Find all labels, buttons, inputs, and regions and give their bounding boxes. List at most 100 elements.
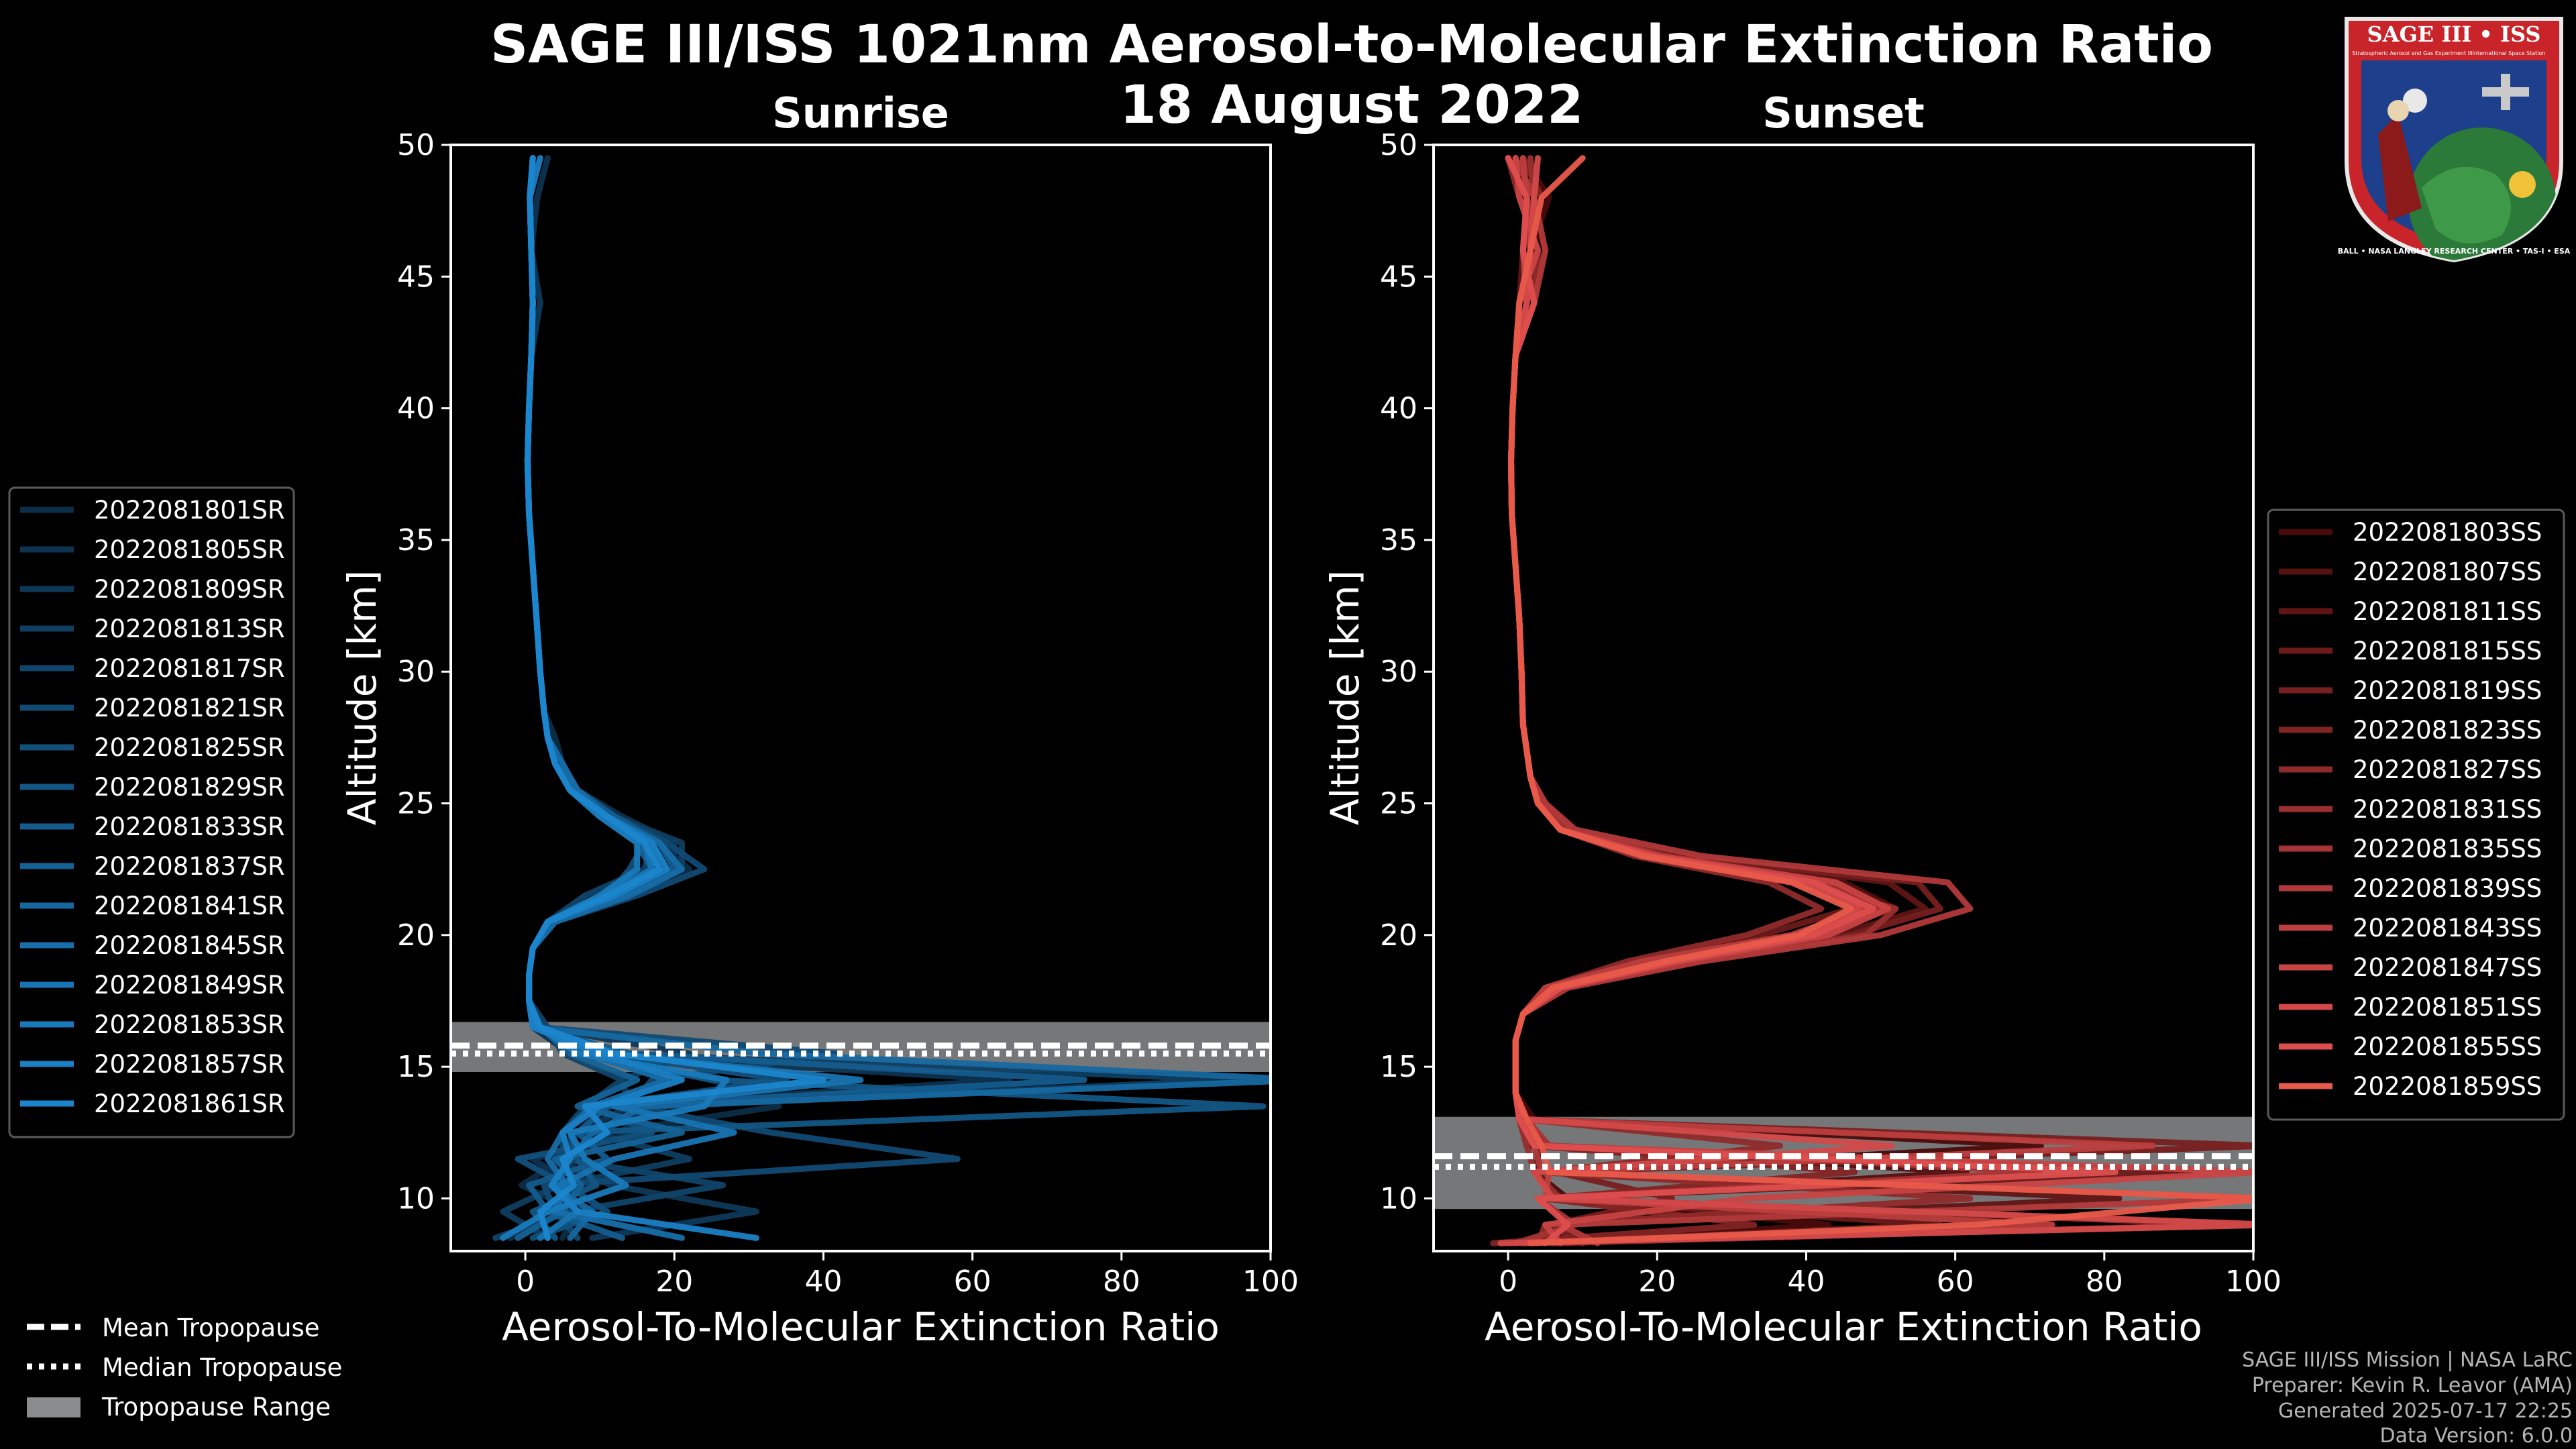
legend-label-2022081825SR: 2022081825SR (94, 733, 285, 762)
sunset-x-ticks: 0 20 40 60 80 100 (1499, 1251, 2282, 1299)
y-tick-label: 45 (397, 260, 435, 294)
legend-label-2022081803SS: 2022081803SS (2353, 518, 2542, 547)
legend-label-2022081859SS: 2022081859SS (2353, 1072, 2542, 1101)
figure-title: SAGE III/ISS 1021nm Aerosol-to-Molecular… (490, 15, 2213, 75)
x-tick-label: 40 (1787, 1265, 1825, 1299)
legend-label-2022081847SS: 2022081847SS (2353, 953, 2542, 982)
y-tick-label: 45 (1380, 260, 1417, 294)
y-tick-label: 50 (397, 128, 435, 162)
y-tick-label: 35 (397, 523, 435, 557)
ss-legend-frame (2267, 508, 2565, 1121)
legend-label-2022081801SR: 2022081801SR (94, 496, 285, 525)
sunrise-axes-frame (449, 144, 1272, 1252)
legend-label-2022081819SS: 2022081819SS (2353, 676, 2542, 705)
x-tick-label: 20 (655, 1265, 693, 1299)
sunset-tropopause-lines (1434, 1153, 2253, 1170)
y-tick-label: 30 (1380, 655, 1417, 689)
sunset-panel-title: Sunset (1762, 89, 1925, 138)
mean-tropopause-label: Mean Tropopause (102, 1313, 320, 1342)
tropopause-range-label: Tropopause Range (101, 1393, 331, 1421)
figure-date: 18 August 2022 (1120, 75, 1584, 136)
sunrise-y-ticks: 10 15 20 25 30 35 40 45 50 (397, 128, 451, 1216)
logo-ring-text: BALL • NASA LANGLEY RESEARCH CENTER • TA… (2338, 247, 2571, 256)
y-tick-label: 30 (397, 655, 435, 689)
legend-label-2022081821SR: 2022081821SR (94, 694, 285, 722)
legend-label-2022081845SR: 2022081845SR (94, 931, 285, 960)
legend-label-2022081817SR: 2022081817SR (94, 654, 285, 683)
legend-label-2022081813SR: 2022081813SR (94, 614, 285, 643)
y-tick-label: 15 (1380, 1050, 1417, 1084)
legend-label-2022081853SR: 2022081853SR (94, 1010, 285, 1039)
legend-label-2022081829SR: 2022081829SR (94, 773, 285, 802)
y-tick-label: 40 (397, 392, 435, 426)
y-tick-label: 25 (397, 787, 435, 821)
sunrise-legend: 2022081801SR 2022081805SR 2022081809SR 2022… (8, 486, 295, 1138)
legend-label-2022081837SR: 2022081837SR (94, 852, 285, 881)
sunset-axes-frame (1432, 144, 2255, 1252)
legend-label-2022081827SS: 2022081827SS (2353, 755, 2542, 784)
legend-label-2022081861SR: 2022081861SR (94, 1089, 285, 1118)
median-tropopause-label: Median Tropopause (102, 1353, 342, 1382)
legend-label-2022081835SS: 2022081835SS (2353, 835, 2542, 863)
y-tick-label: 20 (1380, 918, 1417, 953)
x-tick-label: 100 (2225, 1265, 2282, 1299)
sunrise-panel-title: Sunrise (772, 89, 949, 138)
y-tick-label: 40 (1380, 392, 1417, 426)
sage-iii-iss-logo: SAGE III • ISS Stratospheric Aerosol and… (2338, 17, 2571, 263)
y-tick-label: 10 (1380, 1181, 1417, 1216)
x-tick-label: 60 (1937, 1265, 1974, 1299)
x-tick-label: 20 (1638, 1265, 1676, 1299)
sunrise-tropopause-lines (451, 1042, 1271, 1057)
tropopause-legend: Mean Tropopause Median Tropopause Tropop… (27, 1313, 342, 1421)
sunrise-y-axis-label: Altitude [km] (339, 570, 385, 825)
legend-label-2022081831SS: 2022081831SS (2353, 795, 2542, 824)
moon-icon (2403, 89, 2427, 113)
y-tick-label: 15 (397, 1050, 435, 1084)
profile-line-2022081861SR (524, 155, 826, 1241)
y-tick-label: 35 (1380, 523, 1417, 557)
sunset-legend: 2022081803SS 2022081807SS 2022081811SS 2022… (2267, 508, 2565, 1121)
sunset-y-axis-label: Altitude [km] (1322, 570, 1368, 825)
legend-label-2022081855SS: 2022081855SS (2353, 1032, 2542, 1061)
x-tick-label: 60 (954, 1265, 991, 1299)
sr-legend-frame (8, 486, 295, 1138)
y-tick-label: 25 (1380, 787, 1417, 821)
sunset-panel: Sunset 0 20 40 60 80 100 10 15 20 25 30 35 40 45 50 A… (1322, 89, 2282, 1350)
sunrise-x-axis-label: Aerosol-To-Molecular Extinction Ratio (502, 1304, 1220, 1350)
continent-shape (2422, 166, 2511, 244)
legend-label-2022081839SS: 2022081839SS (2353, 874, 2542, 903)
sunset-y-ticks: 10 15 20 25 30 35 40 45 50 (1380, 128, 1434, 1216)
x-tick-label: 0 (1499, 1265, 1517, 1299)
logo-subtitle-right: International Space Station (2473, 50, 2546, 56)
legend-label-2022081823SS: 2022081823SS (2353, 716, 2542, 745)
sun-icon (2509, 171, 2536, 198)
legend-label-2022081807SS: 2022081807SS (2353, 557, 2542, 586)
logo-subtitle-left: Stratospheric Aerosol and Gas Experiment… (2352, 50, 2472, 56)
legend-label-2022081857SR: 2022081857SR (94, 1050, 285, 1079)
sunrise-x-ticks: 0 20 40 60 80 100 (516, 1251, 1299, 1299)
logo-name: SAGE III • ISS (2367, 21, 2541, 47)
credit-data-version: Data Version: 6.0.0 (2380, 1424, 2573, 1448)
legend-label-2022081809SR: 2022081809SR (94, 575, 285, 604)
legend-label-2022081843SS: 2022081843SS (2353, 914, 2542, 943)
credit-generated: Generated 2025-07-17 22:25 (2278, 1399, 2573, 1423)
tropopause-range-swatch (27, 1397, 80, 1417)
sunrise-panel: Sunrise 0 20 40 60 80 100 101520253035404550 … (339, 89, 1299, 1350)
sage-figure-icon (2378, 114, 2422, 221)
y-tick-label: 10 (397, 1181, 435, 1216)
x-tick-label: 100 (1242, 1265, 1299, 1299)
sunset-x-axis-label: Aerosol-To-Molecular Extinction Ratio (1485, 1304, 2202, 1350)
legend-label-2022081815SS: 2022081815SS (2353, 637, 2542, 665)
profile-line-2022081859SS (1508, 155, 2253, 1246)
legend-label-2022081841SR: 2022081841SR (94, 892, 285, 920)
legend-label-2022081849SR: 2022081849SR (94, 971, 285, 1000)
y-tick-label: 20 (397, 918, 435, 953)
legend-label-2022081833SR: 2022081833SR (94, 812, 285, 841)
x-tick-label: 0 (516, 1265, 535, 1299)
legend-label-2022081811SS: 2022081811SS (2353, 597, 2542, 626)
legend-label-2022081805SR: 2022081805SR (94, 535, 285, 564)
x-tick-label: 40 (804, 1265, 842, 1299)
credits: SAGE III/ISS Mission | NASA LaRC Prepare… (2242, 1348, 2573, 1448)
